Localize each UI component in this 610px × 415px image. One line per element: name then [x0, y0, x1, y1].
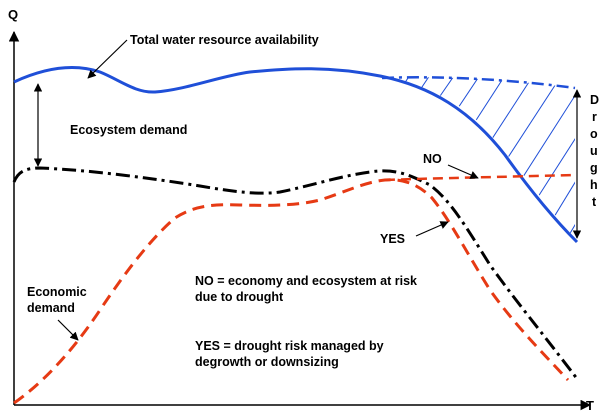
economic-label-pointer [57, 319, 79, 341]
water-availability-curve [13, 65, 579, 244]
drought-letter: o [590, 127, 598, 141]
ecosystem-demand-label: Ecosystem demand [70, 123, 187, 137]
water-label-pointer [87, 39, 128, 79]
economic-demand-curve [13, 178, 570, 405]
y-axis-label: Q [8, 7, 18, 22]
note-yes-line1: YES = drought risk managed by [195, 339, 384, 353]
note-yes-line2: degrowth or downsizing [195, 355, 339, 369]
drought-hatch-area [382, 77, 575, 238]
drought-letter: h [590, 178, 598, 192]
x-axis-label: T [586, 398, 594, 413]
drought-letter: g [590, 161, 598, 175]
drought-letter: r [592, 110, 597, 124]
ecosystem-demand-curve [12, 166, 580, 381]
drought-letter: t [592, 195, 597, 209]
water-availability-label: Total water resource availability [130, 33, 319, 47]
no-scenario-label: NO [423, 152, 442, 166]
drought-vertical-label: D r o u g h t [590, 93, 599, 209]
note-no-line1: NO = economy and ecosystem at risk [195, 274, 417, 288]
drought-letter: u [590, 144, 598, 158]
yes-scenario-label: YES [380, 232, 405, 246]
projected-availability-curve [381, 76, 576, 90]
yes-label-pointer [415, 221, 449, 237]
note-no-line2: due to drought [195, 290, 284, 304]
economic-demand-label-line2: demand [27, 301, 75, 315]
economic-demand-label-line1: Economic [27, 285, 87, 299]
no-label-pointer [447, 164, 479, 179]
drought-letter: D [590, 93, 599, 107]
